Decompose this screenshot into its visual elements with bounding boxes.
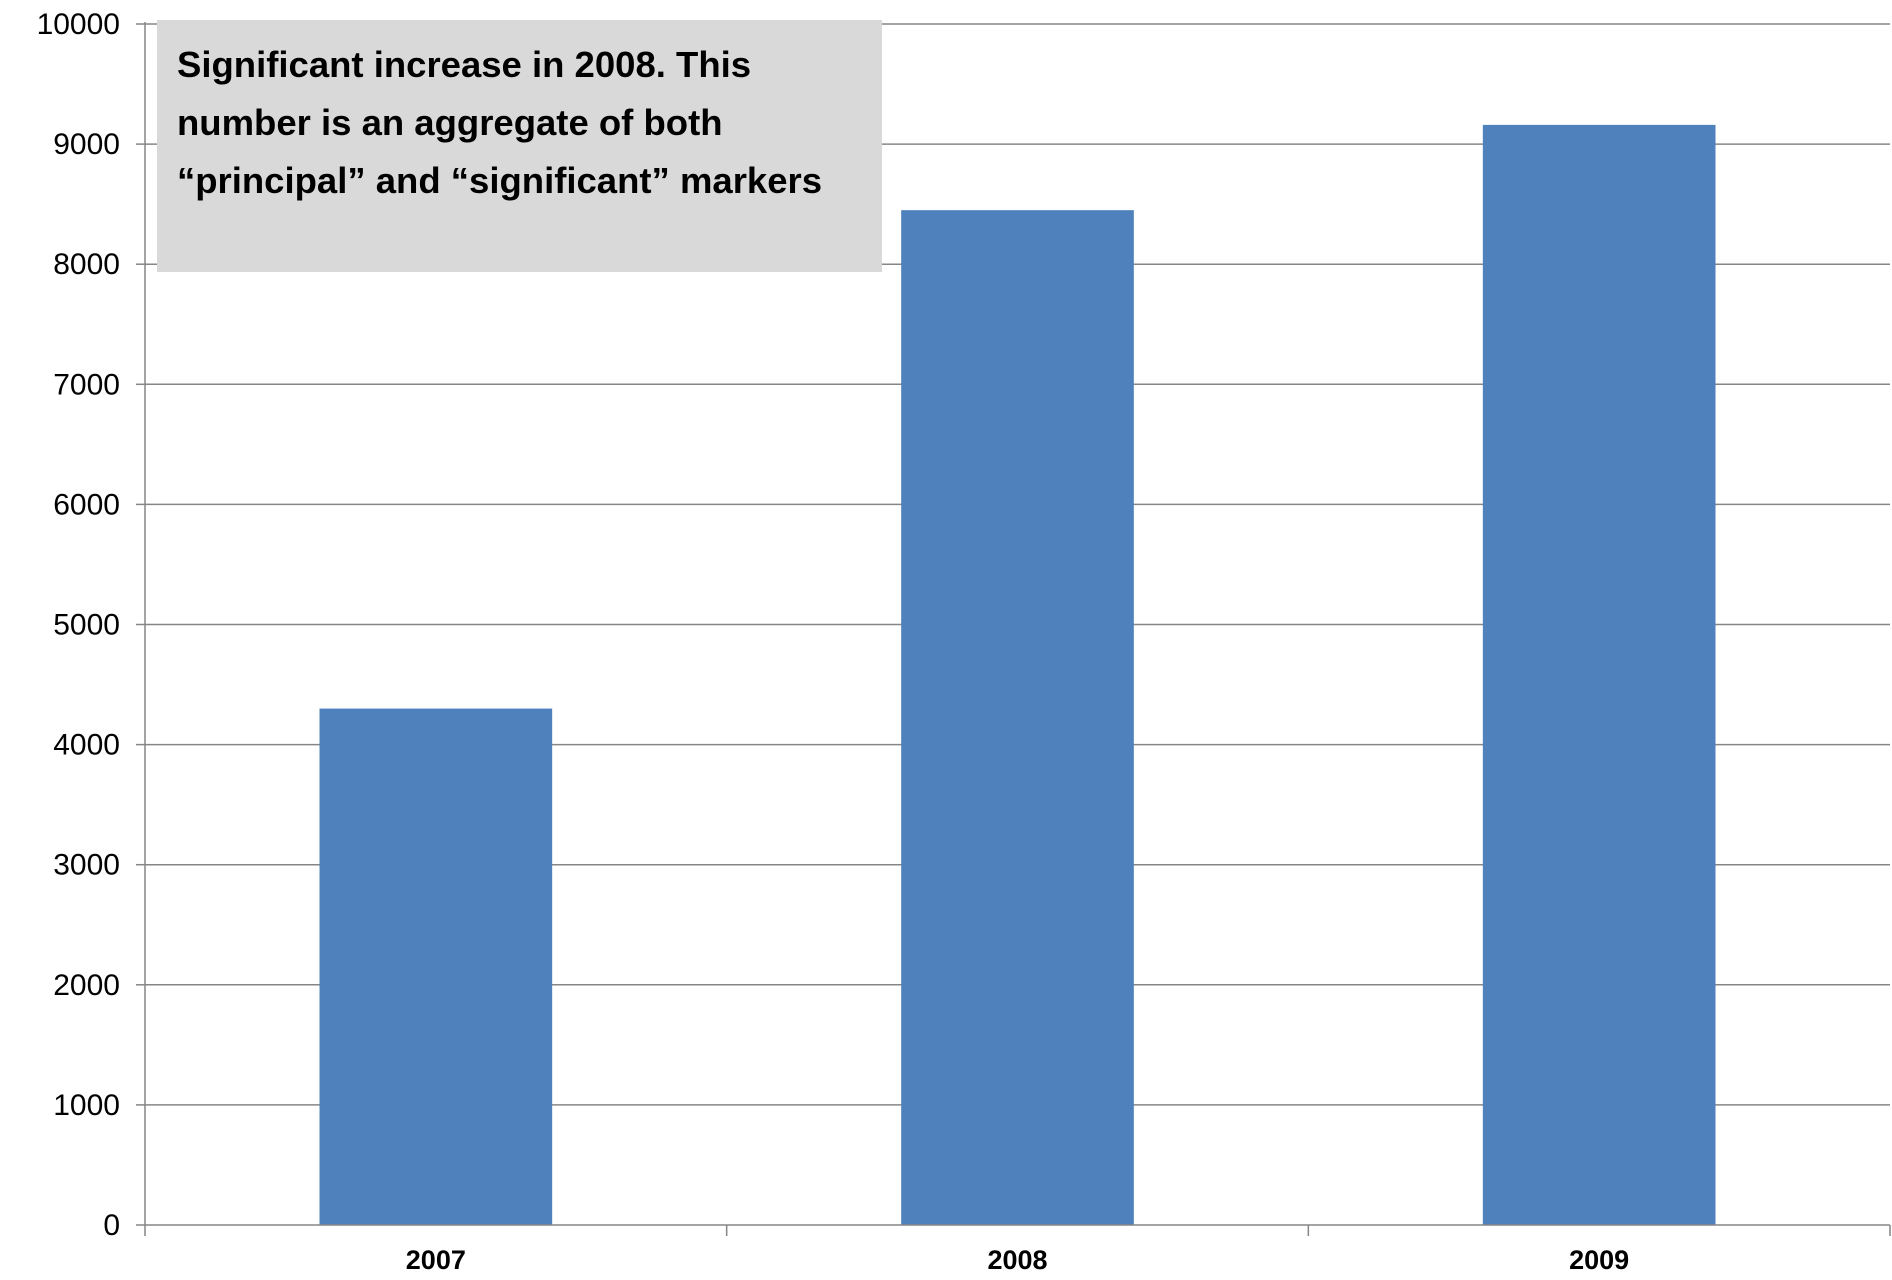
y-tick-label: 3000	[53, 849, 120, 882]
y-tick-label: 0	[103, 1209, 120, 1242]
bar-2008	[901, 210, 1134, 1225]
y-tick-label: 2000	[53, 969, 120, 1002]
x-axis-tick-labels: 2007 2008 2009	[406, 1245, 1629, 1275]
axes	[136, 22, 1891, 1236]
annotation-callout: Significant increase in 2008. This numbe…	[157, 20, 882, 272]
y-tick-label: 7000	[53, 368, 120, 401]
x-tick-label: 2007	[406, 1245, 466, 1275]
x-tick-label: 2009	[1569, 1245, 1629, 1275]
y-tick-label: 10000	[37, 8, 120, 41]
bar-series	[319, 124, 1716, 1225]
bar-2009	[1482, 124, 1716, 1225]
bar-2007	[319, 708, 553, 1225]
y-tick-label: 9000	[53, 128, 120, 161]
y-tick-label: 4000	[53, 729, 120, 762]
y-axis-tick-labels: 0 1000 2000 3000 4000 5000 6000 7000 8000 9000 100…	[37, 8, 120, 1242]
y-tick-label: 6000	[53, 488, 120, 521]
y-tick-label: 5000	[53, 609, 120, 642]
x-tick-label: 2008	[987, 1245, 1047, 1275]
y-tick-label: 8000	[53, 248, 120, 281]
y-tick-label: 1000	[53, 1089, 120, 1122]
